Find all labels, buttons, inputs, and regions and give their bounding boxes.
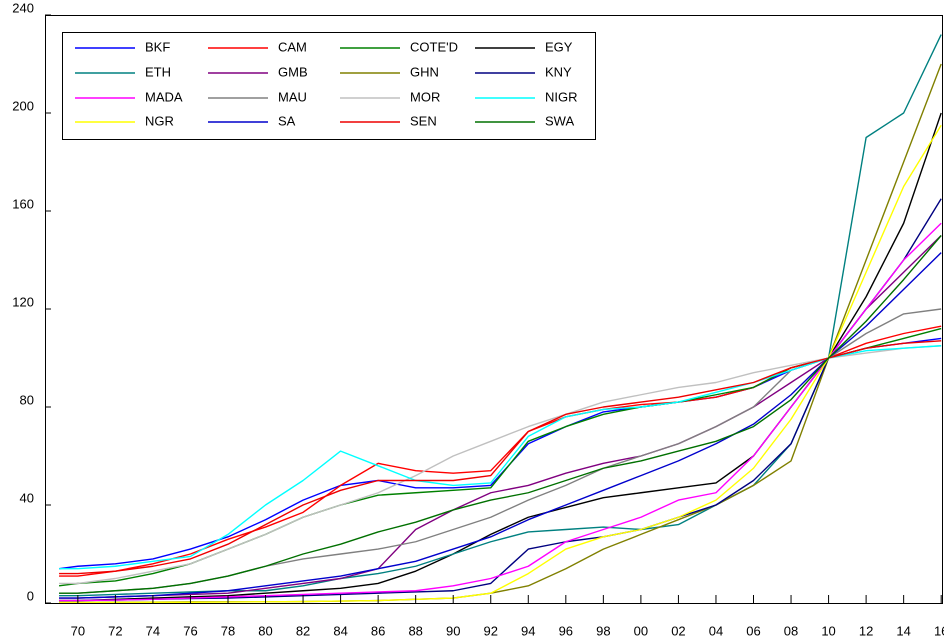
x-tick-label: 08 [784, 623, 798, 638]
legend-label: GHN [410, 64, 439, 79]
y-tick-label: 120 [12, 294, 34, 309]
series-line [59, 340, 942, 575]
legend-label: SWA [545, 113, 574, 128]
x-tick-label: 00 [634, 623, 648, 638]
x-tick-label: 88 [408, 623, 422, 638]
legend-label: MAU [278, 89, 307, 104]
series-line [58, 327, 942, 587]
x-tick-label: 86 [371, 623, 385, 638]
x-tick-label: 12 [859, 623, 873, 638]
legend-label: NGR [145, 113, 174, 128]
series-line [59, 234, 942, 599]
legend-label: GMB [278, 64, 308, 79]
x-tick-label: 98 [596, 623, 610, 638]
x-tick-label: 70 [71, 623, 85, 638]
legend-label: SA [278, 113, 296, 128]
series-line [59, 112, 942, 602]
legend: BKF CAM COTE'D EGY ETH GMB GHN KNY MADA MAU MOR NIG… [62, 32, 596, 140]
x-tick-label: 84 [333, 623, 347, 638]
y-tick-label: 160 [12, 196, 34, 211]
series-line [59, 235, 942, 594]
x-tick-label: 04 [709, 623, 723, 638]
x-tick-label: 02 [671, 623, 685, 638]
legend-label: KNY [545, 64, 572, 79]
series-line [59, 345, 942, 570]
x-tick-label: 10 [821, 623, 835, 638]
legend-label: ETH [145, 64, 171, 79]
legend-label: BKF [145, 39, 170, 54]
x-tick-label: 96 [559, 623, 573, 638]
series-line [59, 252, 942, 599]
x-tick-label: 72 [108, 623, 122, 638]
series-line [59, 308, 942, 594]
y-tick-label: 0 [27, 588, 34, 603]
x-tick-label: 90 [446, 623, 460, 638]
x-tick-label: 74 [146, 623, 160, 638]
x-tick-label: 78 [221, 623, 235, 638]
x-tick-label: 92 [484, 623, 498, 638]
legend-label: EGY [545, 39, 573, 54]
legend-label: NIGR [545, 89, 578, 104]
legend-label: COTE'D [410, 39, 458, 54]
x-tick-label: 16 [934, 623, 944, 638]
x-tick-label: 94 [521, 623, 535, 638]
x-tick-label: 14 [896, 623, 910, 638]
x-tick-label: 76 [183, 623, 197, 638]
y-tick-label: 200 [12, 98, 34, 113]
y-tick-label: 40 [20, 490, 34, 505]
y-tick-label: 240 [12, 0, 34, 15]
y-tick-label: 80 [20, 392, 34, 407]
legend-label: MOR [410, 89, 440, 104]
x-tick-label: 06 [746, 623, 760, 638]
series-line [59, 345, 942, 585]
legend-label: CAM [278, 39, 307, 54]
x-tick-label: 80 [258, 623, 272, 638]
legend-label: SEN [410, 113, 437, 128]
series-line [59, 198, 942, 602]
x-tick-label: 82 [296, 623, 310, 638]
legend-label: MADA [145, 89, 183, 104]
series-line [58, 337, 942, 570]
series-line [59, 63, 942, 603]
